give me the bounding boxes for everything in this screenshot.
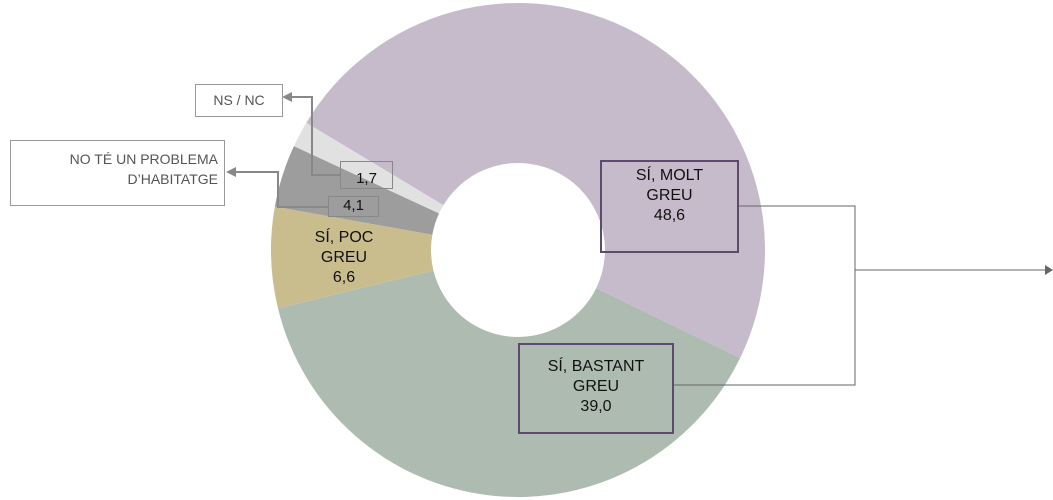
category-label: NO TÉ UN PROBLEMA D’HABITATGE xyxy=(10,140,225,206)
slice xyxy=(293,122,444,214)
connector xyxy=(232,171,328,208)
slice-label: SÍ, MOLT GREU 48,6 xyxy=(600,160,739,253)
slice xyxy=(306,2,766,359)
arrowhead xyxy=(1045,265,1053,275)
value-label: 1,7 xyxy=(340,161,393,189)
value-label: 6,6 xyxy=(332,269,356,286)
value-label: 48,6 xyxy=(653,207,686,224)
slice-label: SÍ, POC GREU 6,6 xyxy=(296,228,392,288)
slice xyxy=(277,270,741,498)
value-label: 4,1 xyxy=(328,196,379,217)
category-label: NS / NC xyxy=(195,84,283,117)
slices xyxy=(271,2,766,498)
arrowhead xyxy=(226,167,236,177)
slice-label: SÍ, BASTANT GREU 39,0 xyxy=(518,343,674,434)
category-label: SÍ, BASTANT GREU xyxy=(547,358,645,395)
value-label: 39,0 xyxy=(580,398,612,415)
category-label: SÍ, MOLT GREU xyxy=(635,167,704,204)
slice xyxy=(271,206,434,309)
bracket xyxy=(673,205,856,386)
slice xyxy=(274,146,440,235)
category-label: SÍ, POC GREU xyxy=(314,229,374,266)
arrowhead xyxy=(282,92,292,102)
connector xyxy=(288,96,340,176)
